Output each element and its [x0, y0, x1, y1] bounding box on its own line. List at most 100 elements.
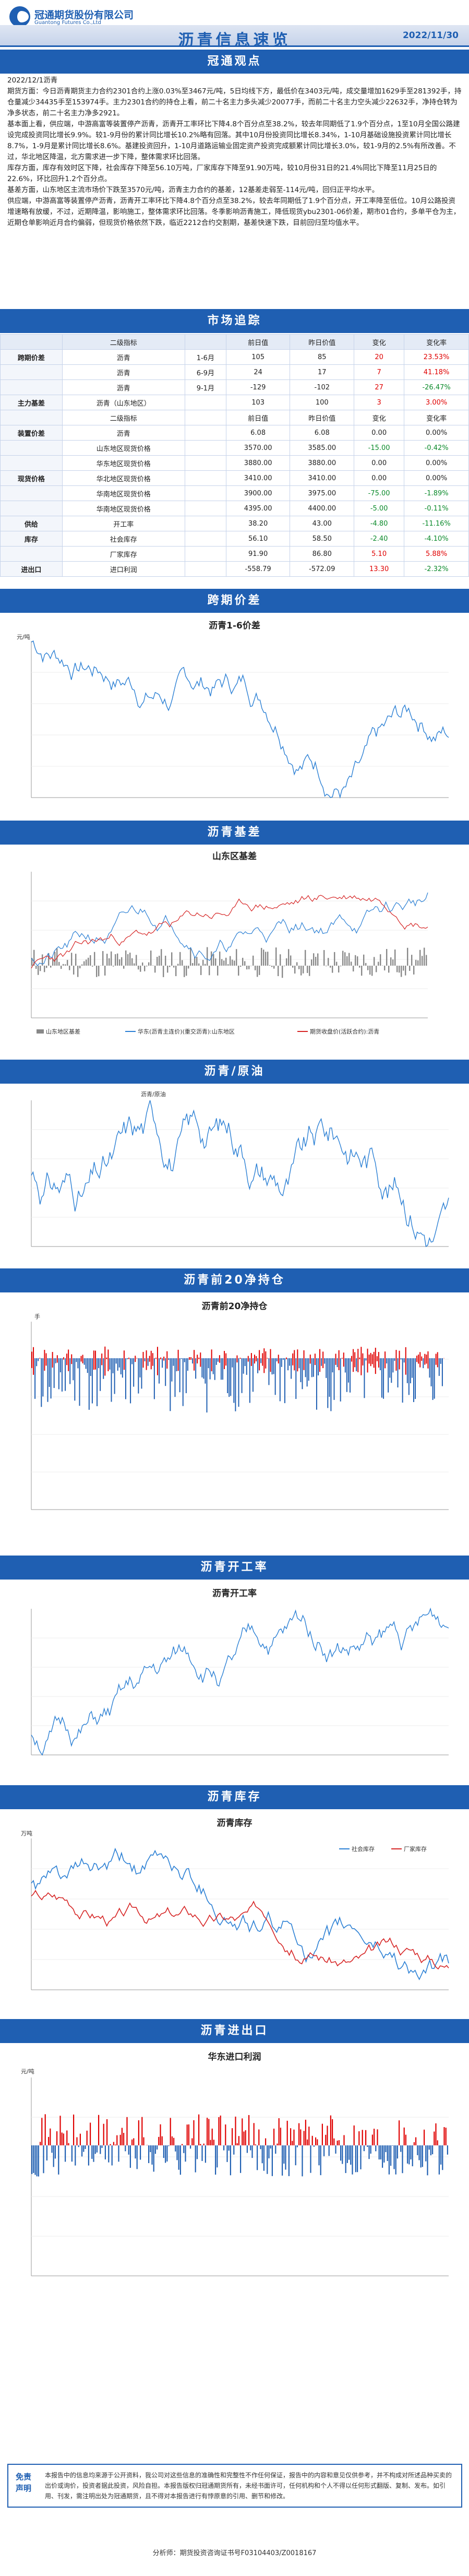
- trade-bar: [208, 2119, 210, 2145]
- basis-bar: [98, 966, 100, 977]
- trade-bar: [407, 2145, 408, 2164]
- trade-bar: [280, 2128, 281, 2145]
- position-bar: [239, 1358, 241, 1359]
- position-bar: [144, 1358, 146, 1361]
- table-cell-prev: 105: [225, 349, 291, 365]
- table-cell-group: 库存: [0, 531, 63, 547]
- position-bar: [292, 1353, 294, 1366]
- basis-bar: [192, 963, 194, 966]
- trade-chart-title: 华东进口利润: [208, 2052, 261, 2062]
- basis-bar: [73, 966, 75, 975]
- doc-title: 沥青信息速览: [178, 31, 291, 50]
- trade-bar: [399, 2120, 400, 2145]
- trade-bar: [360, 2145, 362, 2169]
- title-bar: 沥青信息速览 2022/11/30: [0, 25, 469, 50]
- trade-bar: [440, 2145, 442, 2165]
- table-cell-rate: -11.16%: [404, 516, 469, 531]
- trade-bar: [138, 2120, 139, 2145]
- trade-bar: [260, 2145, 261, 2150]
- table-cell-chg: -15.00: [354, 440, 405, 456]
- table-cell-group: [0, 440, 63, 456]
- table-cell-cur: -102: [290, 379, 355, 395]
- trade-bar: [207, 2118, 208, 2145]
- trade-bar: [38, 2145, 39, 2177]
- table-cell-rate: 3.00%: [404, 395, 469, 410]
- position-bar: [364, 1358, 365, 1398]
- basis-bar: [138, 966, 139, 970]
- basis-bar: [227, 964, 229, 966]
- table-cell-period: [184, 546, 226, 562]
- trade-bar: [54, 2145, 56, 2159]
- trade-bar: [307, 2139, 308, 2145]
- trade-bar: [238, 2136, 239, 2145]
- position-bar: [347, 1358, 349, 1383]
- position-bar: [103, 1358, 104, 1379]
- trade-bar: [242, 2118, 243, 2145]
- trade-bar: [353, 2125, 355, 2145]
- market-table: 二级指标 前日值 昨日价值 变化 变化率 跨期价差 沥青 1-6月 105 85 20 23…: [0, 334, 469, 577]
- trade-bar: [66, 2130, 68, 2145]
- position-bar: [150, 1350, 152, 1370]
- trade-bar: [430, 2145, 431, 2156]
- basis-bar: [415, 959, 417, 966]
- basis-bar: [332, 966, 333, 973]
- trade-bar: [335, 2145, 336, 2154]
- table-cell-cur: 100: [290, 395, 355, 410]
- basis-bar: [392, 959, 394, 966]
- spread-chart: 元/吨: [17, 634, 449, 799]
- basis-bar: [83, 961, 85, 966]
- basis-bar: [159, 955, 160, 966]
- basis-bar: [342, 951, 344, 966]
- position-bar: [318, 1358, 319, 1375]
- trade-bar: [255, 2144, 256, 2145]
- position-chart-title: 沥青前20净持仓: [201, 1301, 268, 1312]
- table-cell-name: 沥青: [62, 379, 185, 395]
- trade-bar: [191, 2138, 193, 2145]
- position-bar: [343, 1352, 344, 1367]
- basis-bar: [102, 951, 104, 966]
- basis-bar: [363, 954, 365, 966]
- position-bar: [437, 1352, 438, 1368]
- position-bar: [168, 1358, 170, 1360]
- basis-bar: [31, 958, 33, 966]
- trade-bar: [188, 2124, 189, 2145]
- trade-bar: [163, 2145, 164, 2158]
- position-bar: [118, 1358, 120, 1368]
- position-bar: [77, 1358, 79, 1369]
- table-cell-group: [0, 379, 63, 395]
- position-bar: [171, 1358, 173, 1382]
- header-cell: 变化: [354, 334, 405, 350]
- table-cell-group: [0, 485, 63, 501]
- basis-bar: [106, 954, 108, 966]
- position-bar: [419, 1352, 421, 1368]
- basis-bar: [157, 957, 158, 966]
- trade-bar: [73, 2114, 75, 2145]
- trade-bar: [327, 2126, 328, 2145]
- basis-bar: [169, 966, 171, 967]
- position-bar: [362, 1353, 364, 1366]
- trade-bar: [437, 2140, 438, 2145]
- trade-bar: [213, 2140, 214, 2145]
- trade-bar: [110, 2144, 111, 2145]
- basis-bar: [50, 966, 52, 968]
- table-cell-rate: 变化率: [404, 410, 469, 425]
- table-row: 装置价差 沥青 6.08 6.08 0.00 0.00%: [0, 425, 469, 441]
- trade-bar: [111, 2145, 113, 2166]
- basis-bar: [348, 953, 350, 966]
- basis-bar: [246, 966, 248, 970]
- basis-bar: [271, 966, 273, 967]
- section-stock-band: 沥青库存: [0, 1785, 469, 1809]
- trade-bar: [333, 2138, 335, 2145]
- basis-bar: [376, 966, 377, 972]
- basis-bar: [313, 953, 315, 966]
- position-bar: [232, 1358, 233, 1368]
- position-bar: [177, 1349, 179, 1371]
- position-bar: [381, 1358, 382, 1398]
- trade-bar: [400, 2145, 402, 2152]
- basis-bar: [390, 957, 392, 966]
- basis-bar: [353, 966, 354, 972]
- trade-bar: [240, 2145, 242, 2173]
- table-row: 现货价格 华北地区现货价格 3410.00 3410.00 0.00 0.00%: [0, 470, 469, 486]
- position-bar: [295, 1358, 297, 1399]
- basis-bar: [150, 950, 152, 966]
